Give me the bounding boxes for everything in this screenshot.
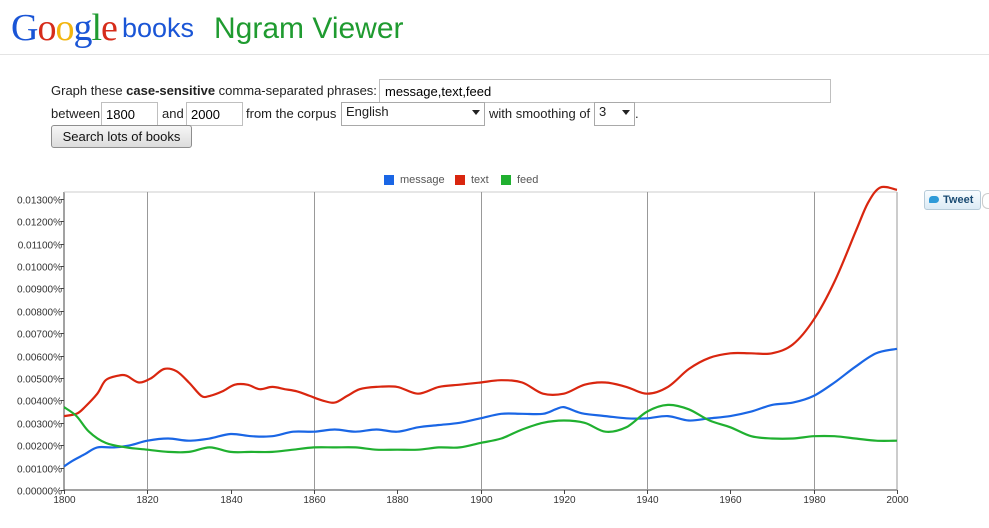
tweet-label: Tweet xyxy=(943,194,974,206)
between-label: between xyxy=(51,106,101,121)
books-logo-label: books xyxy=(122,13,195,43)
legend-label-message: message xyxy=(400,174,445,186)
chevron-down-icon xyxy=(622,110,630,115)
label-prefix: Graph these xyxy=(51,83,127,98)
label-bold: case-sensitive xyxy=(126,83,216,98)
legend-swatch-message xyxy=(384,175,394,185)
x-tick-label: 2000 xyxy=(886,495,909,506)
y-tick-label: 0.00500% xyxy=(17,375,62,386)
y-tick-label: 0.00200% xyxy=(17,442,62,453)
chart-legend: message text feed xyxy=(384,174,538,186)
series-line-text xyxy=(63,185,898,418)
period: . xyxy=(635,106,639,121)
logo-letter: o xyxy=(55,7,74,49)
smoothing-label: with smoothing of xyxy=(489,106,591,121)
tweet-count-bubble xyxy=(982,193,989,209)
x-tick-label: 1980 xyxy=(803,495,826,506)
legend-swatch-feed xyxy=(501,175,511,185)
smoothing-value: 3 xyxy=(599,104,607,119)
year-start-input[interactable] xyxy=(101,102,158,126)
smoothing-select[interactable]: 3 xyxy=(594,102,635,126)
logo-letter: l xyxy=(91,7,102,49)
legend-label-feed: feed xyxy=(517,174,538,186)
y-tick-label: 0.00300% xyxy=(17,420,62,431)
phrases-input[interactable] xyxy=(379,79,831,103)
y-tick-label: 0.00700% xyxy=(17,330,62,341)
google-logo[interactable]: Google xyxy=(11,7,118,49)
y-tick-label: 0.00600% xyxy=(17,353,62,364)
x-tick-label: 1880 xyxy=(386,495,409,506)
legend-swatch-text xyxy=(455,175,465,185)
y-tick-label: 0.01300% xyxy=(17,196,62,207)
y-tick-label: 0.00800% xyxy=(17,308,62,319)
logo-letter: g xyxy=(73,7,92,49)
corpus-value: English xyxy=(346,104,389,119)
x-tick-label: 1840 xyxy=(220,495,243,506)
logo-letter: G xyxy=(11,7,38,49)
y-tick-label: 0.00400% xyxy=(17,397,62,408)
y-tick-label: 0.01100% xyxy=(18,241,62,252)
logo-letter: o xyxy=(37,7,56,49)
series-line-feed xyxy=(63,403,898,454)
x-tick-label: 1960 xyxy=(719,495,742,506)
x-tick-label: 1820 xyxy=(136,495,159,506)
twitter-bird-icon xyxy=(929,196,939,203)
chart-grid xyxy=(63,191,898,491)
series-line-message xyxy=(63,347,898,468)
y-tick-label: 0.01200% xyxy=(17,218,62,229)
tweet-button[interactable]: Tweet xyxy=(924,190,981,210)
corpus-label: from the corpus xyxy=(246,106,337,121)
search-button[interactable]: Search lots of books xyxy=(51,125,192,148)
x-tick-label: 1900 xyxy=(470,495,493,506)
y-axis: 0.00000% 0.00100% 0.00200% 0.00300% 0.00400%… xyxy=(17,196,64,498)
x-tick-label: 1800 xyxy=(53,495,76,506)
year-end-input[interactable] xyxy=(186,102,243,126)
y-tick-label: 0.00000% xyxy=(17,487,62,498)
chart-series xyxy=(63,185,898,468)
header: Google books Ngram Viewer xyxy=(0,0,989,55)
and-label: and xyxy=(162,106,184,121)
corpus-select[interactable]: English xyxy=(341,102,485,126)
y-tick-label: 0.01000% xyxy=(17,263,62,274)
y-tick-label: 0.00100% xyxy=(17,465,62,476)
phrases-label: Graph these case-sensitive comma-separat… xyxy=(51,83,377,98)
chevron-down-icon xyxy=(472,110,480,115)
y-tick-label: 0.00900% xyxy=(17,285,62,296)
x-tick-label: 1920 xyxy=(553,495,576,506)
page-title: Ngram Viewer xyxy=(214,12,404,45)
x-axis: 1800 1820 1840 1860 1880 1900 1920 1940 1960 1980… xyxy=(53,490,909,506)
logo-letter: e xyxy=(101,7,118,49)
label-suffix: comma-separated phrases: xyxy=(215,83,377,98)
x-tick-label: 1940 xyxy=(636,495,659,506)
x-tick-label: 1860 xyxy=(303,495,326,506)
legend-label-text: text xyxy=(471,174,489,186)
